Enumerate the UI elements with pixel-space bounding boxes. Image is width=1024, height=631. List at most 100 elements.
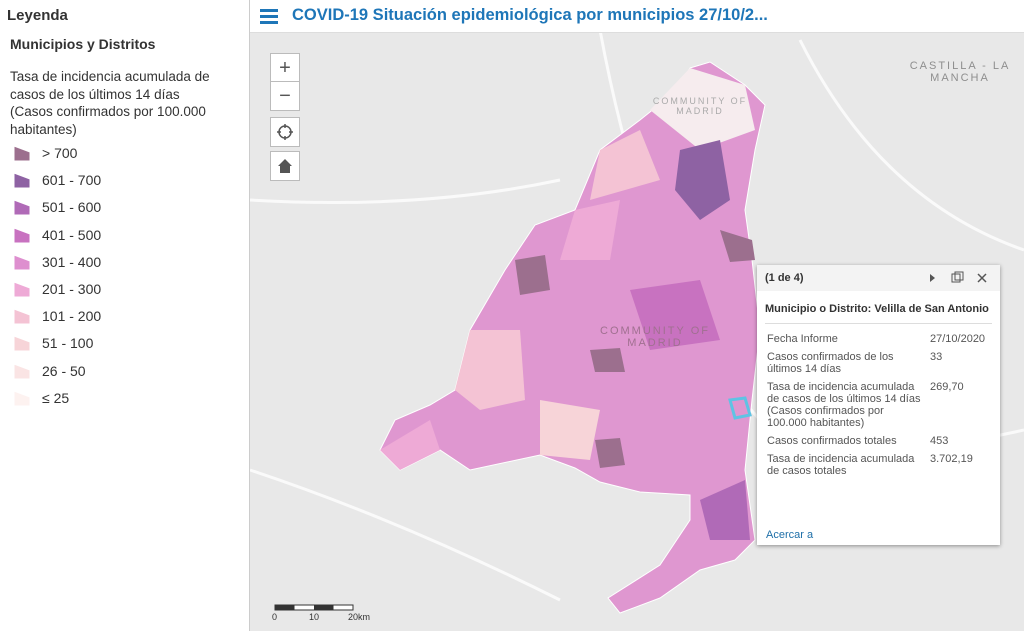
popup-row: Casos confirmados totales 453 <box>763 432 989 450</box>
field-name: Casos confirmados totales <box>767 435 897 447</box>
legend-description: Tasa de incidencia acumulada de casos de… <box>10 69 210 137</box>
legend-swatch <box>13 308 31 325</box>
scale-bar <box>275 605 295 610</box>
legend-item: 401 - 500 <box>12 225 101 245</box>
field-name: Fecha Informe <box>767 333 838 345</box>
legend-swatch <box>13 254 31 271</box>
scale-label: 10 <box>309 612 320 622</box>
field-value: 33 <box>930 351 943 363</box>
legend-swatch <box>13 281 31 298</box>
layer-name: Municipios y Distritos <box>10 36 156 52</box>
region <box>650 68 755 150</box>
field-value: 27/10/2020 <box>930 333 986 345</box>
popup-row: Tasa de incidencia acumulada de casos de… <box>763 378 989 432</box>
zoom-to-link[interactable]: Acercar a <box>766 529 814 541</box>
map-label: COMMUNITY OF MADRID <box>600 325 710 349</box>
legend-item: 201 - 300 <box>12 279 101 299</box>
region <box>380 420 440 470</box>
menu-button[interactable] <box>260 8 280 24</box>
legend-title: Leyenda <box>7 7 68 24</box>
selected-municipality[interactable] <box>728 396 752 420</box>
swatch-shape <box>13 335 31 352</box>
scale-label: 0 <box>272 612 278 622</box>
popup-table: Fecha Informe 27/10/2020 Casos confirmados… <box>763 330 989 480</box>
swatch-shape <box>13 145 31 162</box>
region <box>560 200 620 260</box>
field-value: 3.702,19 <box>930 453 973 465</box>
legend-label: 401 - 500 <box>42 226 102 243</box>
legend-item: ≤ 25 <box>12 388 69 408</box>
popup-row: Tasa de incidencia acumulada de casos to… <box>763 450 989 480</box>
region <box>630 280 720 350</box>
popup-counter: (1 de 4) <box>765 272 804 284</box>
header: COVID-19 Situación epidemiológica por mu… <box>250 0 1024 33</box>
map-label: COMMUNITY OF MADRID <box>652 96 748 116</box>
zoom-out[interactable]: − <box>270 81 300 111</box>
legend-label: 201 - 300 <box>42 281 102 297</box>
swatch-shape <box>13 390 31 407</box>
legend-label: ≤ 25 <box>42 389 70 406</box>
legend-label: > 700 <box>42 145 78 161</box>
home-button[interactable] <box>270 151 300 181</box>
field-name: Tasa de incidencia acumulada de casos de… <box>767 381 921 429</box>
field-name: Tasa de incidencia acumulada de casos to… <box>767 453 915 477</box>
popup-row: Fecha Informe 27/10/2020 <box>763 330 989 348</box>
legend-panel: Leyenda Municipios y Distritos Tasa de i… <box>0 0 250 631</box>
swatch-shape <box>13 362 31 380</box>
legend-item: 501 - 600 <box>12 197 101 217</box>
swatch-shape <box>13 226 31 244</box>
swatch-shape <box>13 308 31 325</box>
legend-item: 101 - 200 <box>12 306 101 326</box>
legend-label: 501 - 600 <box>42 199 102 216</box>
region <box>590 130 660 200</box>
scale-bar <box>314 605 334 610</box>
region <box>675 140 730 220</box>
home-icon <box>278 159 292 173</box>
map-label: CASTILLA - LA MANCHA <box>909 60 1011 84</box>
field-value: 453 <box>930 435 949 447</box>
legend-swatch <box>13 362 31 380</box>
swatch-shape <box>13 199 31 216</box>
legend-swatch <box>13 172 31 189</box>
region <box>700 480 750 540</box>
legend-item: 26 - 50 <box>12 361 86 381</box>
region <box>455 330 525 410</box>
legend-swatch <box>13 390 31 407</box>
legend-label: 26 - 50 <box>42 362 86 379</box>
legend-label: 101 - 200 <box>42 308 102 325</box>
popup-actions[interactable] <box>924 271 994 285</box>
legend-label: 301 - 400 <box>42 253 102 270</box>
app-title: COVID-19 Situación epidemiológica por mu… <box>292 6 768 24</box>
legend-label: 51 - 100 <box>42 335 94 352</box>
swatch-shape <box>13 254 31 271</box>
legend-swatch <box>13 199 31 216</box>
legend-item: 601 - 700 <box>12 170 101 190</box>
swatch-shape <box>13 172 31 189</box>
field-value: 269,70 <box>930 381 964 393</box>
zoom-in[interactable]: + <box>270 53 300 83</box>
legend-swatch <box>13 335 31 352</box>
legend-swatch <box>13 226 31 244</box>
popup-header: (1 de 4) <box>757 265 1000 291</box>
legend-item: > 700 <box>12 143 77 163</box>
legend-label: 601 - 700 <box>42 172 102 189</box>
madrid-region <box>379 61 766 614</box>
swatch-shape <box>13 281 31 298</box>
legend-item: 301 - 400 <box>12 252 101 272</box>
region <box>595 438 625 468</box>
popup: (1 de 4) Municipio o Distrito: Velilla d… <box>757 265 1000 545</box>
locate-icon <box>277 124 293 140</box>
scale-label: 20km <box>348 612 371 622</box>
region <box>515 255 550 295</box>
region <box>540 400 600 460</box>
popup-row: Casos confirmados de los últimos 14 días… <box>763 348 989 378</box>
legend-item: 51 - 100 <box>12 333 93 353</box>
region <box>590 348 625 372</box>
popup-title: Municipio o Distrito: Velilla de San Ant… <box>765 303 992 324</box>
legend-swatch <box>13 145 31 162</box>
region <box>720 230 755 262</box>
locate-button[interactable] <box>270 117 300 147</box>
field-name: Casos confirmados de los últimos 14 días <box>767 351 894 375</box>
